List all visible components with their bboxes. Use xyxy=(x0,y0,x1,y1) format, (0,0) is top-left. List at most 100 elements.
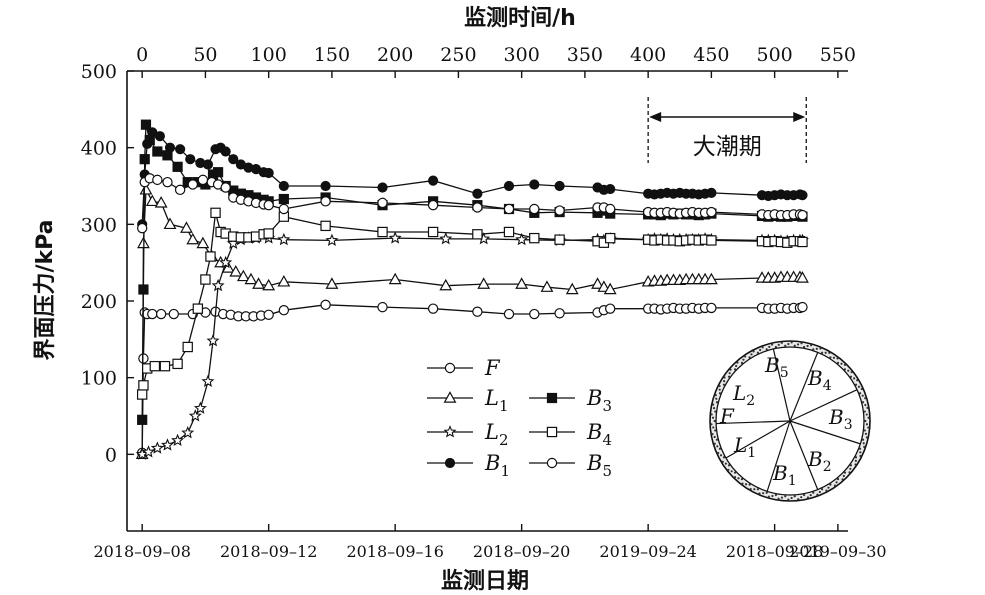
ring-hatch xyxy=(828,351,831,355)
ring-hatch xyxy=(715,401,719,404)
data-point xyxy=(472,188,483,199)
data-point xyxy=(529,203,540,215)
ring-hatch xyxy=(714,394,717,397)
ring-hatch xyxy=(712,403,715,406)
ring-hatch xyxy=(859,392,862,395)
ring-hatch xyxy=(787,498,790,501)
ring-hatch xyxy=(780,496,784,499)
data-point xyxy=(263,309,274,320)
data-point xyxy=(192,303,204,314)
ring-segment-label: B4 xyxy=(807,366,832,394)
ring-hatch xyxy=(770,343,774,346)
ring-hatch xyxy=(718,392,721,395)
data-point xyxy=(797,209,808,221)
y-tick-label: 0 xyxy=(105,444,117,466)
ring-hatch xyxy=(765,348,768,351)
ring-segment-label-sub: 3 xyxy=(844,417,853,433)
data-point xyxy=(277,232,291,246)
legend-label: B5 xyxy=(586,451,612,480)
data-point xyxy=(554,308,565,319)
data-point xyxy=(159,360,171,372)
ring-hatch xyxy=(712,426,715,429)
data-point xyxy=(197,174,209,186)
data-point xyxy=(797,236,808,248)
ring-hatch xyxy=(756,488,760,491)
series-line xyxy=(141,237,803,455)
ring-hatch xyxy=(864,403,867,407)
ring-spoke xyxy=(789,389,858,422)
data-point xyxy=(160,438,174,451)
ring-hatch xyxy=(713,435,716,439)
ring-hatch xyxy=(793,495,796,498)
ring-hatch xyxy=(765,491,768,494)
top-tick-label: 50 xyxy=(193,44,217,66)
ring-hatch xyxy=(809,494,812,497)
series-line xyxy=(141,304,803,453)
data-point xyxy=(554,180,565,192)
legend-item: B1 xyxy=(427,451,510,480)
data-point xyxy=(706,206,717,218)
top-tick-label: 150 xyxy=(314,44,350,66)
data-point xyxy=(515,277,529,289)
data-point xyxy=(138,284,149,295)
data-point xyxy=(443,425,457,438)
ring-segment-label: F xyxy=(719,404,735,428)
data-point xyxy=(444,362,456,374)
ring-hatch xyxy=(737,477,740,480)
ring-hatch xyxy=(713,442,716,445)
ring-spoke xyxy=(716,420,791,425)
ring-hatch xyxy=(824,351,827,354)
ring-hatch xyxy=(723,380,726,383)
data-point xyxy=(181,426,195,439)
ring-hatch xyxy=(863,445,866,448)
data-point xyxy=(603,282,617,295)
ring-spoke xyxy=(766,420,791,492)
legend-label: B1 xyxy=(484,451,510,480)
data-point xyxy=(320,196,331,207)
legend-label: L2 xyxy=(484,420,509,449)
data-point xyxy=(377,182,388,193)
top-tick-label: 100 xyxy=(251,44,287,66)
ring-hatch xyxy=(749,487,752,491)
ring-hatch xyxy=(812,348,815,351)
data-point xyxy=(278,193,289,205)
y-tick-label: 500 xyxy=(81,61,117,83)
data-point xyxy=(427,226,439,238)
ring-hatch xyxy=(762,492,765,495)
data-point xyxy=(320,180,331,192)
data-point xyxy=(150,441,164,454)
ring-hatch xyxy=(800,342,803,345)
series-b4 xyxy=(136,207,808,400)
data-point xyxy=(546,392,558,404)
data-point xyxy=(229,265,243,277)
bottom-tick-label: 2018–09–20 xyxy=(473,542,570,561)
data-point xyxy=(503,203,515,215)
ring-hatch xyxy=(735,364,738,368)
ring-hatch xyxy=(848,471,851,474)
legend-label: B3 xyxy=(586,386,612,415)
ring-hatch xyxy=(727,468,730,471)
data-point xyxy=(320,299,331,311)
data-point xyxy=(228,154,239,165)
series-l1 xyxy=(135,182,809,460)
ring-hatch xyxy=(861,438,865,441)
data-point xyxy=(427,199,439,211)
y-tick-label: 200 xyxy=(81,291,117,313)
ring-hatch xyxy=(863,429,866,432)
data-point xyxy=(797,190,808,201)
top-tick-label: 300 xyxy=(504,44,540,66)
ring-hatch xyxy=(718,447,721,450)
ring-hatch xyxy=(752,350,755,353)
data-point xyxy=(205,251,216,262)
data-point xyxy=(172,161,183,172)
data-point xyxy=(220,182,231,193)
data-point xyxy=(472,306,483,317)
data-point xyxy=(136,222,148,234)
data-point xyxy=(162,150,173,161)
data-point xyxy=(263,167,274,179)
bottom-tick-label: 2018–09–08 xyxy=(93,542,190,561)
ring-hatch xyxy=(790,496,793,500)
legend-label-sub: 5 xyxy=(602,462,612,480)
data-point xyxy=(540,280,554,292)
